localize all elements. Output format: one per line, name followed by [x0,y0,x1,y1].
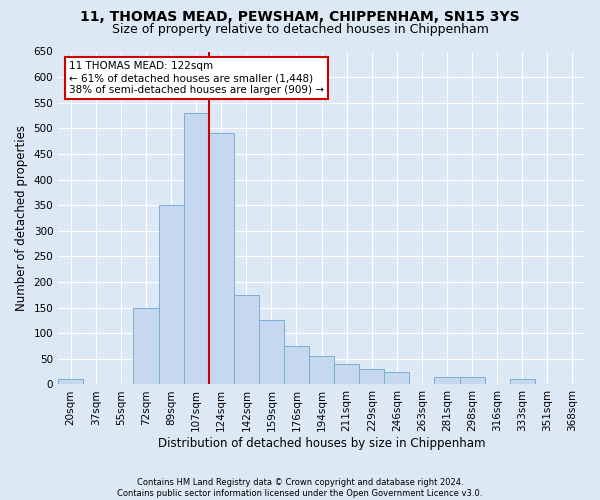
Bar [133,308,158,384]
Bar [334,364,359,384]
Bar [209,134,234,384]
Bar [510,380,535,384]
Bar [460,377,485,384]
Bar [434,377,460,384]
Bar [184,113,209,384]
Bar [284,346,309,385]
Text: 11, THOMAS MEAD, PEWSHAM, CHIPPENHAM, SN15 3YS: 11, THOMAS MEAD, PEWSHAM, CHIPPENHAM, SN… [80,10,520,24]
Bar [58,380,83,384]
Bar [309,356,334,384]
Text: Contains HM Land Registry data © Crown copyright and database right 2024.
Contai: Contains HM Land Registry data © Crown c… [118,478,482,498]
X-axis label: Distribution of detached houses by size in Chippenham: Distribution of detached houses by size … [158,437,485,450]
Bar [158,205,184,384]
Text: Size of property relative to detached houses in Chippenham: Size of property relative to detached ho… [112,22,488,36]
Text: 11 THOMAS MEAD: 122sqm
← 61% of detached houses are smaller (1,448)
38% of semi-: 11 THOMAS MEAD: 122sqm ← 61% of detached… [69,62,324,94]
Bar [385,372,409,384]
Y-axis label: Number of detached properties: Number of detached properties [15,125,28,311]
Bar [234,295,259,384]
Bar [359,369,385,384]
Bar [259,320,284,384]
